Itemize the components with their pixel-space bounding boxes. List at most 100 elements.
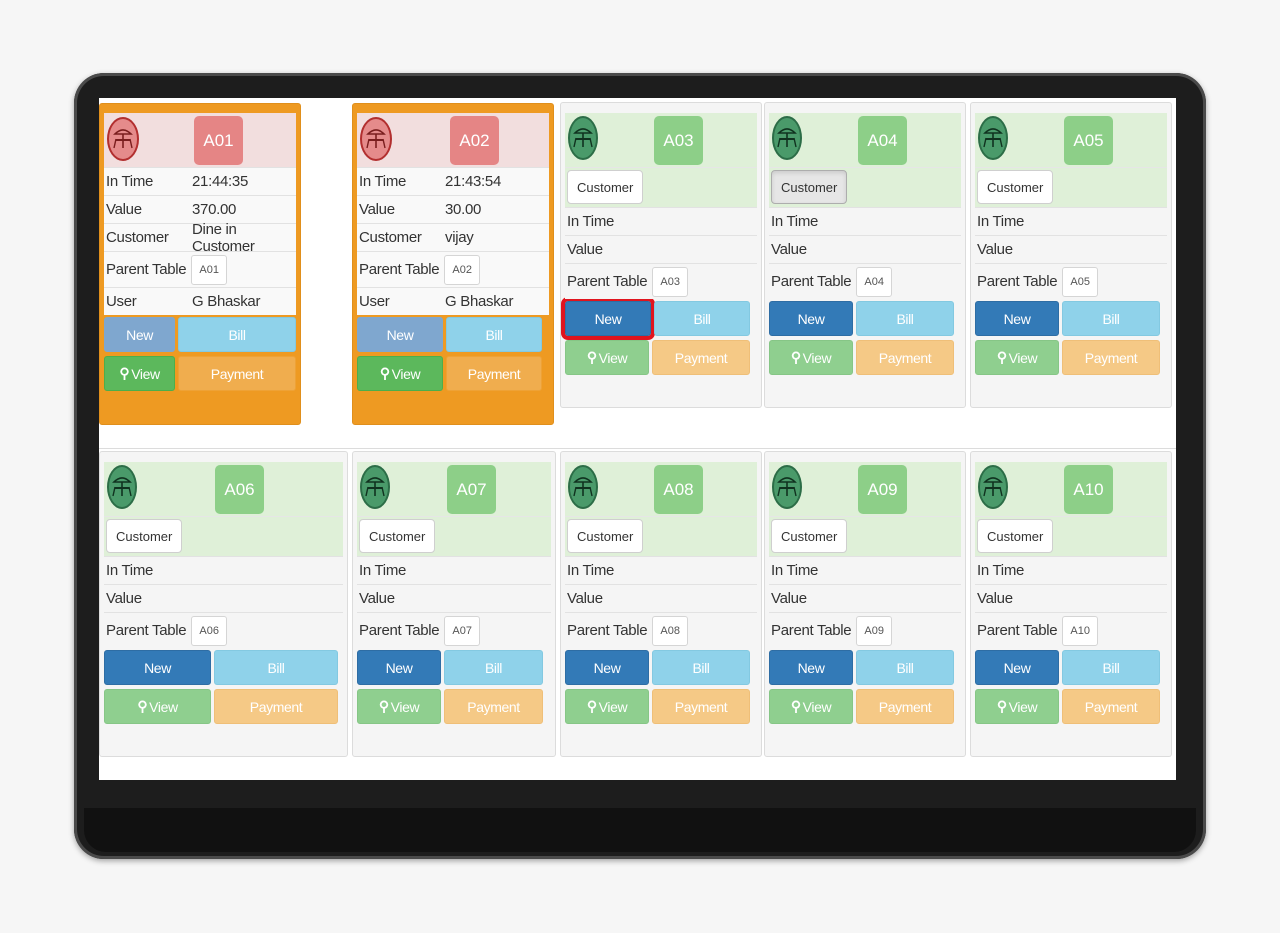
- customer-row: Customer: [565, 516, 757, 556]
- in-time-row: In Time: [104, 556, 343, 584]
- new-order-button[interactable]: New: [357, 317, 443, 352]
- in-time-row: In Time 21:44:35: [104, 167, 296, 195]
- in-time-value: 21:44:35: [192, 173, 248, 190]
- view-button[interactable]: ⚲ View: [769, 340, 853, 375]
- view-label: View: [802, 698, 832, 715]
- new-order-button[interactable]: New: [975, 301, 1059, 336]
- payment-button[interactable]: Payment: [1062, 340, 1160, 375]
- table-number-badge[interactable]: A06: [215, 465, 264, 514]
- in-time-row: In Time 21:43:54: [357, 167, 549, 195]
- in-time-row: In Time: [975, 556, 1167, 584]
- user-label: User: [106, 293, 137, 310]
- bill-button[interactable]: Bill: [1062, 301, 1160, 336]
- table-number-badge[interactable]: A09: [858, 465, 907, 514]
- dining-table-icon: [568, 116, 598, 160]
- parent-table-badge: A03: [652, 266, 688, 297]
- dining-table-icon: [107, 465, 137, 509]
- payment-button[interactable]: Payment: [856, 689, 954, 724]
- value-amount: 370.00: [192, 201, 237, 218]
- table-number-badge[interactable]: A03: [654, 116, 703, 165]
- search-icon: ⚲: [586, 349, 597, 365]
- new-order-button[interactable]: New: [565, 650, 649, 685]
- view-button[interactable]: ⚲ View: [975, 689, 1059, 724]
- value-label: Value: [567, 241, 603, 258]
- table-number-badge[interactable]: A07: [447, 465, 496, 514]
- table-number-badge[interactable]: A05: [1064, 116, 1113, 165]
- new-order-button[interactable]: New: [769, 650, 853, 685]
- view-button[interactable]: ⚲ View: [357, 356, 443, 391]
- payment-button[interactable]: Payment: [178, 356, 296, 391]
- in-time-label: In Time: [567, 562, 615, 579]
- payment-button[interactable]: Payment: [444, 689, 543, 724]
- parent-table-label: Parent Table: [771, 622, 852, 639]
- new-order-button[interactable]: New: [104, 650, 211, 685]
- new-order-button[interactable]: New: [769, 301, 853, 336]
- bill-button[interactable]: Bill: [856, 650, 954, 685]
- table-number-badge[interactable]: A04: [858, 116, 907, 165]
- search-icon: ⚲: [378, 698, 389, 714]
- table-number-badge[interactable]: A08: [654, 465, 703, 514]
- in-time-label: In Time: [771, 213, 819, 230]
- dining-table-icon: [107, 117, 139, 161]
- customer-row: Customer: [104, 516, 343, 556]
- bill-button[interactable]: Bill: [654, 301, 750, 336]
- view-button[interactable]: ⚲ View: [357, 689, 441, 724]
- view-button[interactable]: ⚲ View: [769, 689, 853, 724]
- customer-button[interactable]: Customer: [567, 519, 644, 553]
- customer-label: Customer: [359, 229, 422, 246]
- parent-table-row: Parent Table A03: [565, 263, 757, 299]
- payment-button[interactable]: Payment: [652, 689, 750, 724]
- view-button[interactable]: ⚲ View: [975, 340, 1059, 375]
- parent-table-badge: A08: [652, 615, 688, 646]
- value-row: Value: [975, 235, 1167, 263]
- in-time-row: In Time: [565, 556, 757, 584]
- bill-button[interactable]: Bill: [446, 317, 542, 352]
- payment-button[interactable]: Payment: [652, 340, 750, 375]
- customer-row: Customer Dine in Customer: [104, 221, 296, 255]
- payment-button[interactable]: Payment: [856, 340, 954, 375]
- bill-button[interactable]: Bill: [1062, 650, 1160, 685]
- in-time-label: In Time: [359, 173, 407, 190]
- new-order-button[interactable]: New: [561, 297, 655, 340]
- bill-button[interactable]: Bill: [856, 301, 954, 336]
- customer-button[interactable]: Customer: [771, 519, 848, 553]
- view-label: View: [802, 349, 832, 366]
- table-card-a09: A09 Customer In Time Value Parent Table A…: [764, 451, 966, 757]
- parent-table-label: Parent Table: [106, 622, 187, 639]
- table-card-a02: A02 In Time 21:43:54 Value 30.00 Customer v…: [352, 103, 554, 425]
- new-order-button[interactable]: New: [104, 317, 176, 352]
- bill-button[interactable]: Bill: [178, 317, 296, 352]
- bill-button[interactable]: Bill: [652, 650, 750, 685]
- view-label: View: [1008, 698, 1038, 715]
- table-card-a01: A01 In Time 21:44:35 Value 370.00 Customer…: [99, 103, 301, 425]
- view-button[interactable]: ⚲ View: [104, 356, 176, 391]
- bill-button[interactable]: Bill: [214, 650, 338, 685]
- value-row: Value: [104, 584, 343, 612]
- new-order-button[interactable]: New: [357, 650, 441, 685]
- table-number-badge[interactable]: A02: [450, 116, 499, 165]
- payment-button[interactable]: Payment: [446, 356, 542, 391]
- payment-button[interactable]: Payment: [1062, 689, 1160, 724]
- customer-button[interactable]: Customer: [771, 170, 848, 204]
- customer-button[interactable]: Customer: [106, 519, 183, 553]
- parent-table-label: Parent Table: [567, 273, 648, 290]
- payment-button[interactable]: Payment: [214, 689, 338, 724]
- value-label: Value: [977, 241, 1013, 258]
- customer-button[interactable]: Customer: [567, 170, 644, 204]
- table-number-badge[interactable]: A01: [194, 116, 243, 165]
- customer-button[interactable]: Customer: [977, 170, 1054, 204]
- customer-button[interactable]: Customer: [359, 519, 436, 553]
- customer-button[interactable]: Customer: [977, 519, 1054, 553]
- parent-table-label: Parent Table: [771, 273, 852, 290]
- table-card-a03: A03 Customer In Time Value Parent Table A…: [560, 102, 762, 408]
- view-button[interactable]: ⚲ View: [565, 340, 649, 375]
- new-order-button[interactable]: New: [975, 650, 1059, 685]
- bill-button[interactable]: Bill: [444, 650, 543, 685]
- table-number-badge[interactable]: A10: [1064, 465, 1113, 514]
- view-button[interactable]: ⚲ View: [565, 689, 649, 724]
- in-time-row: In Time: [975, 207, 1167, 235]
- parent-table-label: Parent Table: [106, 261, 187, 278]
- view-button[interactable]: ⚲ View: [104, 689, 211, 724]
- view-label: View: [1008, 349, 1038, 366]
- dining-table-icon: [772, 465, 802, 509]
